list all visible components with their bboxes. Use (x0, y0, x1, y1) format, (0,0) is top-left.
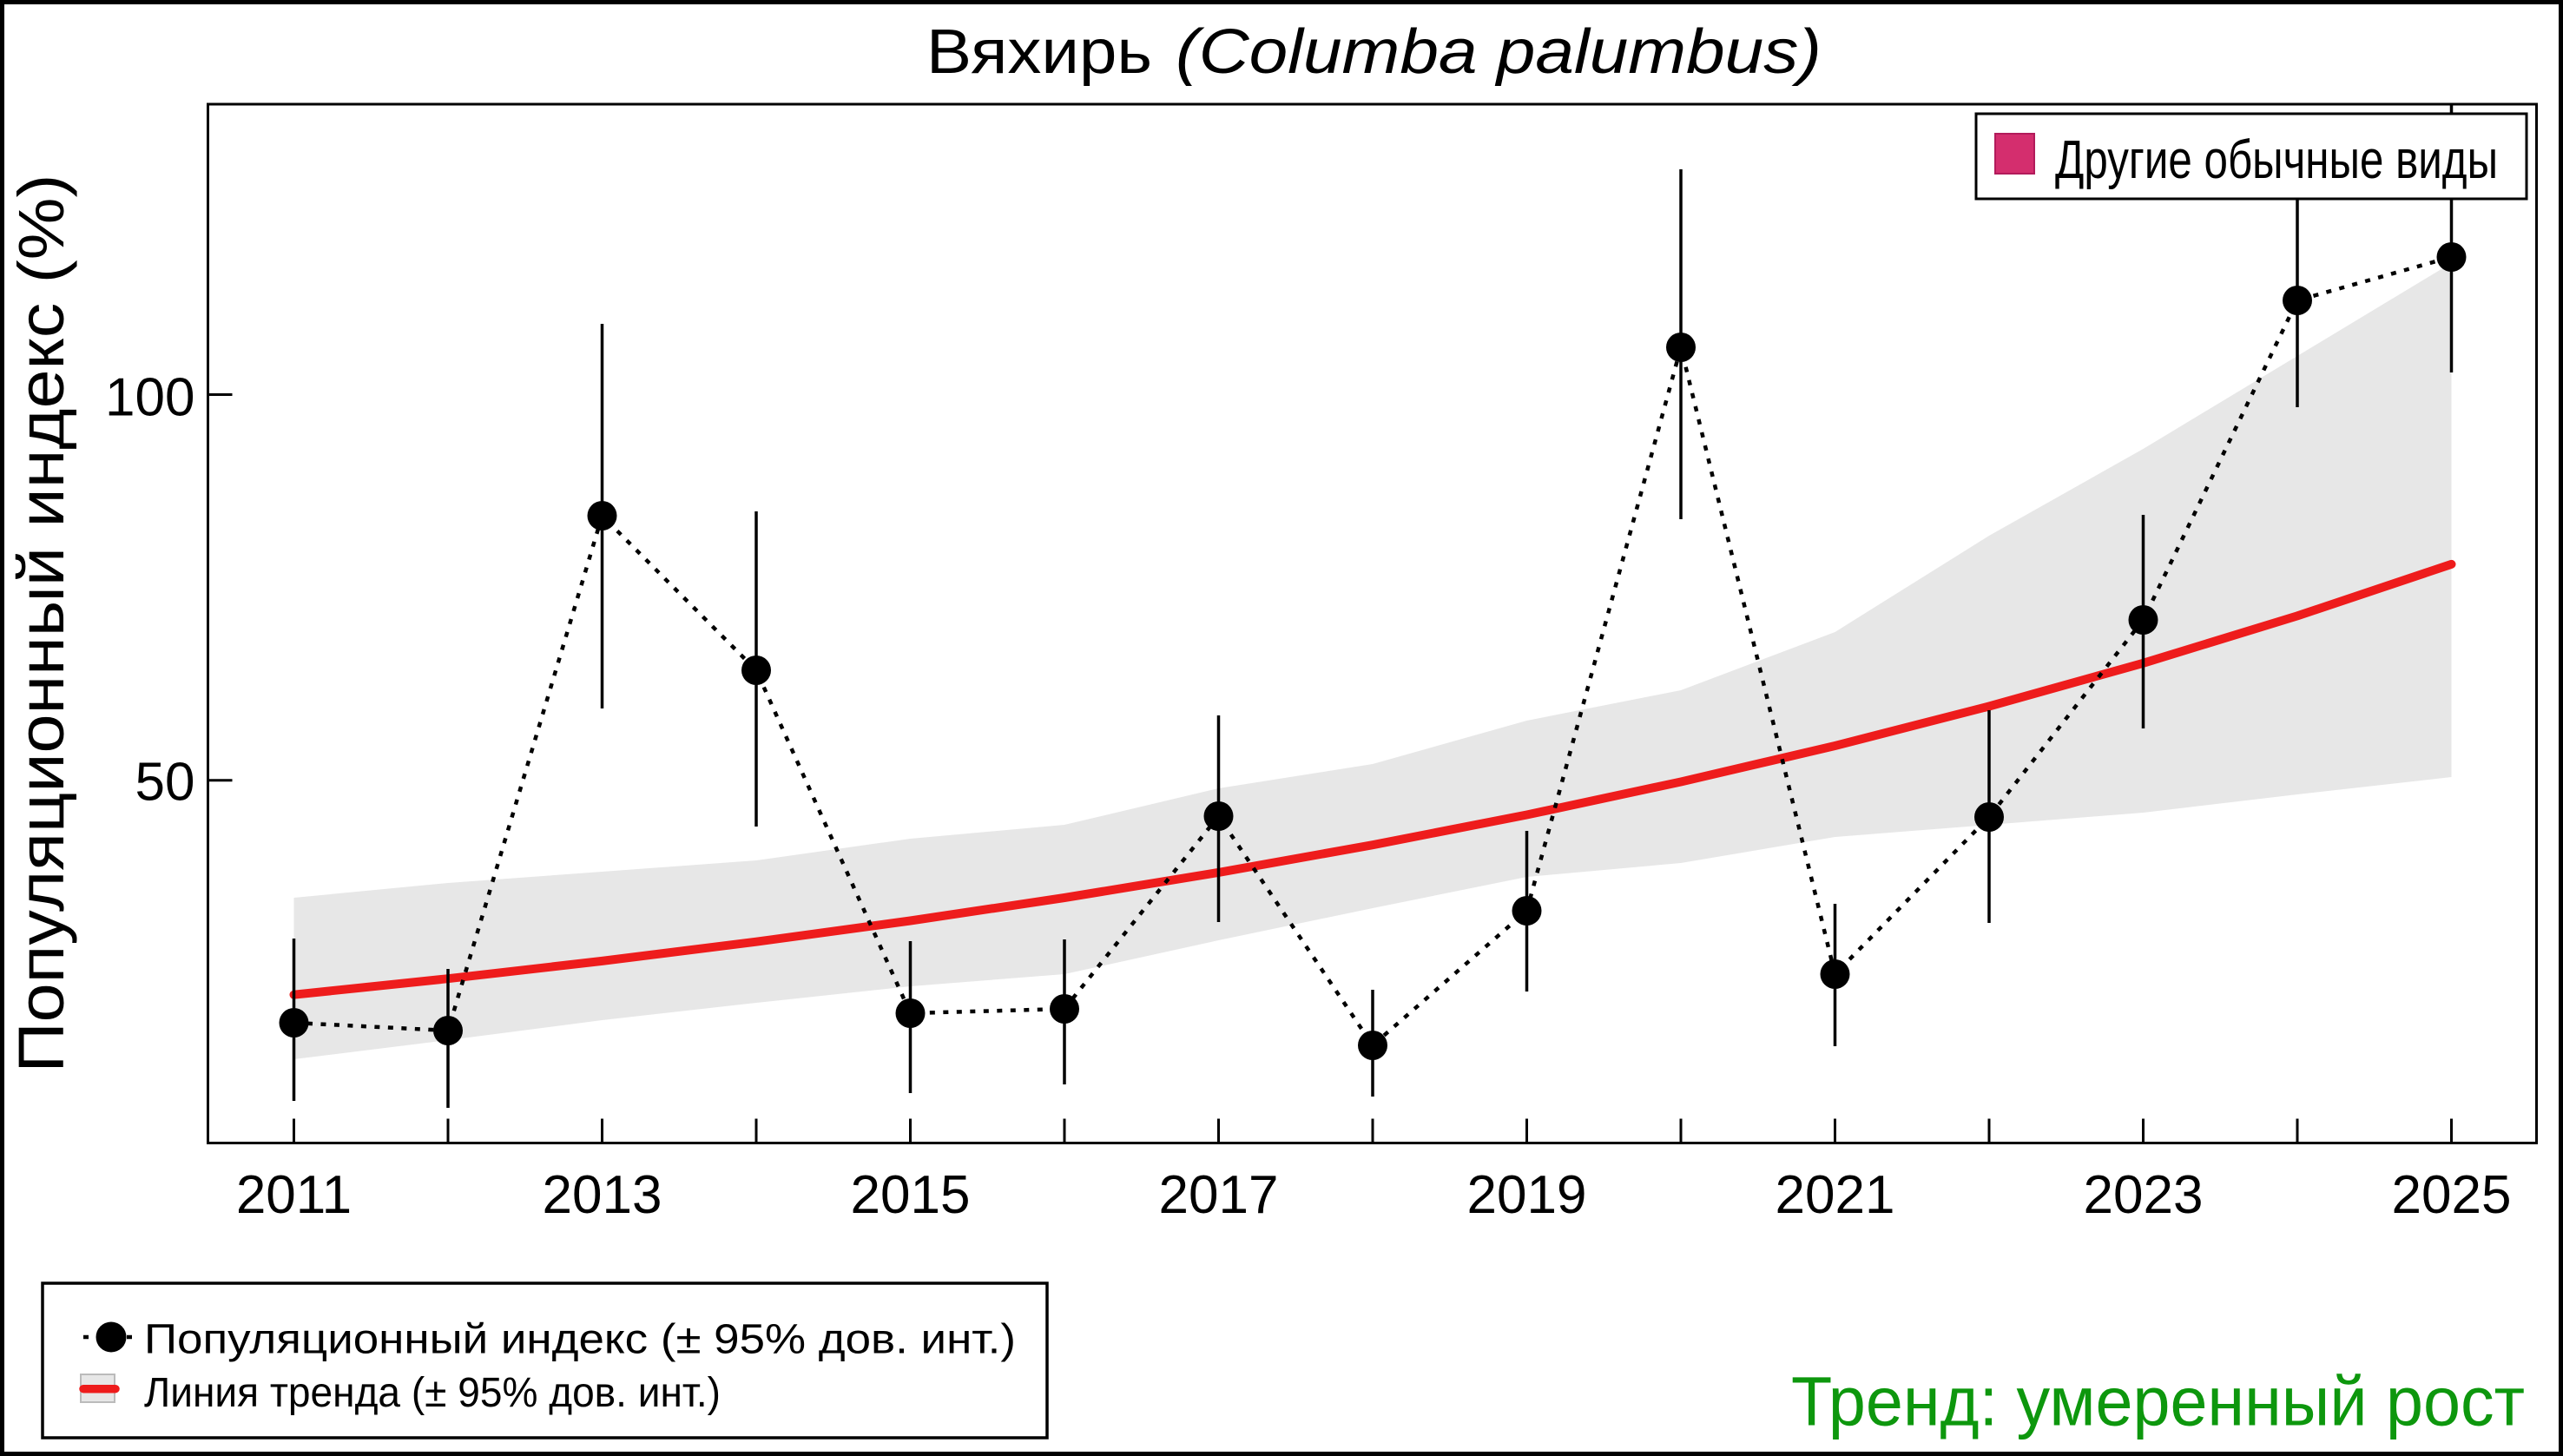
svg-text:50: 50 (135, 752, 195, 812)
svg-text:2019: 2019 (1467, 1165, 1587, 1225)
svg-text:2021: 2021 (1776, 1165, 1895, 1225)
svg-text:Тренд: умеренный рост: Тренд: умеренный рост (1791, 1363, 2525, 1440)
svg-text:Вяхирь: Вяхирь (926, 17, 1152, 87)
svg-text:2015: 2015 (851, 1165, 971, 1225)
svg-text:100: 100 (105, 368, 194, 428)
svg-text:Популяционный индекс (%): Популяционный индекс (%) (5, 175, 77, 1073)
svg-text:2011: 2011 (236, 1165, 352, 1225)
svg-text:2013: 2013 (543, 1165, 662, 1225)
svg-text:Другие обычные виды: Другие обычные виды (2055, 130, 2498, 190)
svg-text:2017: 2017 (1159, 1165, 1279, 1225)
svg-text:2025: 2025 (2392, 1165, 2512, 1225)
svg-text:Линия тренда (± 95% дов. инт.): Линия тренда (± 95% дов. инт.) (144, 1370, 721, 1416)
svg-text:Популяционный индекс (± 95% до: Популяционный индекс (± 95% дов. инт.) (144, 1316, 1016, 1362)
svg-text:2023: 2023 (2084, 1165, 2204, 1225)
svg-text:(Columba palumbus): (Columba palumbus) (1176, 17, 1822, 87)
